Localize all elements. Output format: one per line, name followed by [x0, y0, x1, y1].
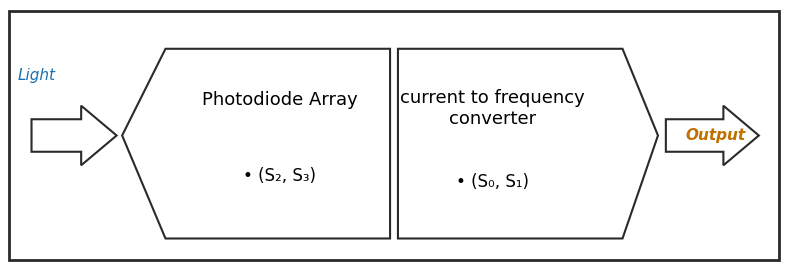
Polygon shape [122, 49, 390, 238]
Text: current to frequency
converter: current to frequency converter [400, 89, 585, 128]
Text: • (S₀, S₁): • (S₀, S₁) [456, 173, 529, 191]
Text: Output: Output [686, 128, 745, 143]
Text: Light: Light [17, 68, 55, 83]
Polygon shape [666, 106, 759, 165]
Polygon shape [32, 106, 117, 165]
Text: Photodiode Array: Photodiode Array [202, 91, 358, 109]
Polygon shape [398, 49, 658, 238]
Text: • (S₂, S₃): • (S₂, S₃) [243, 167, 316, 185]
